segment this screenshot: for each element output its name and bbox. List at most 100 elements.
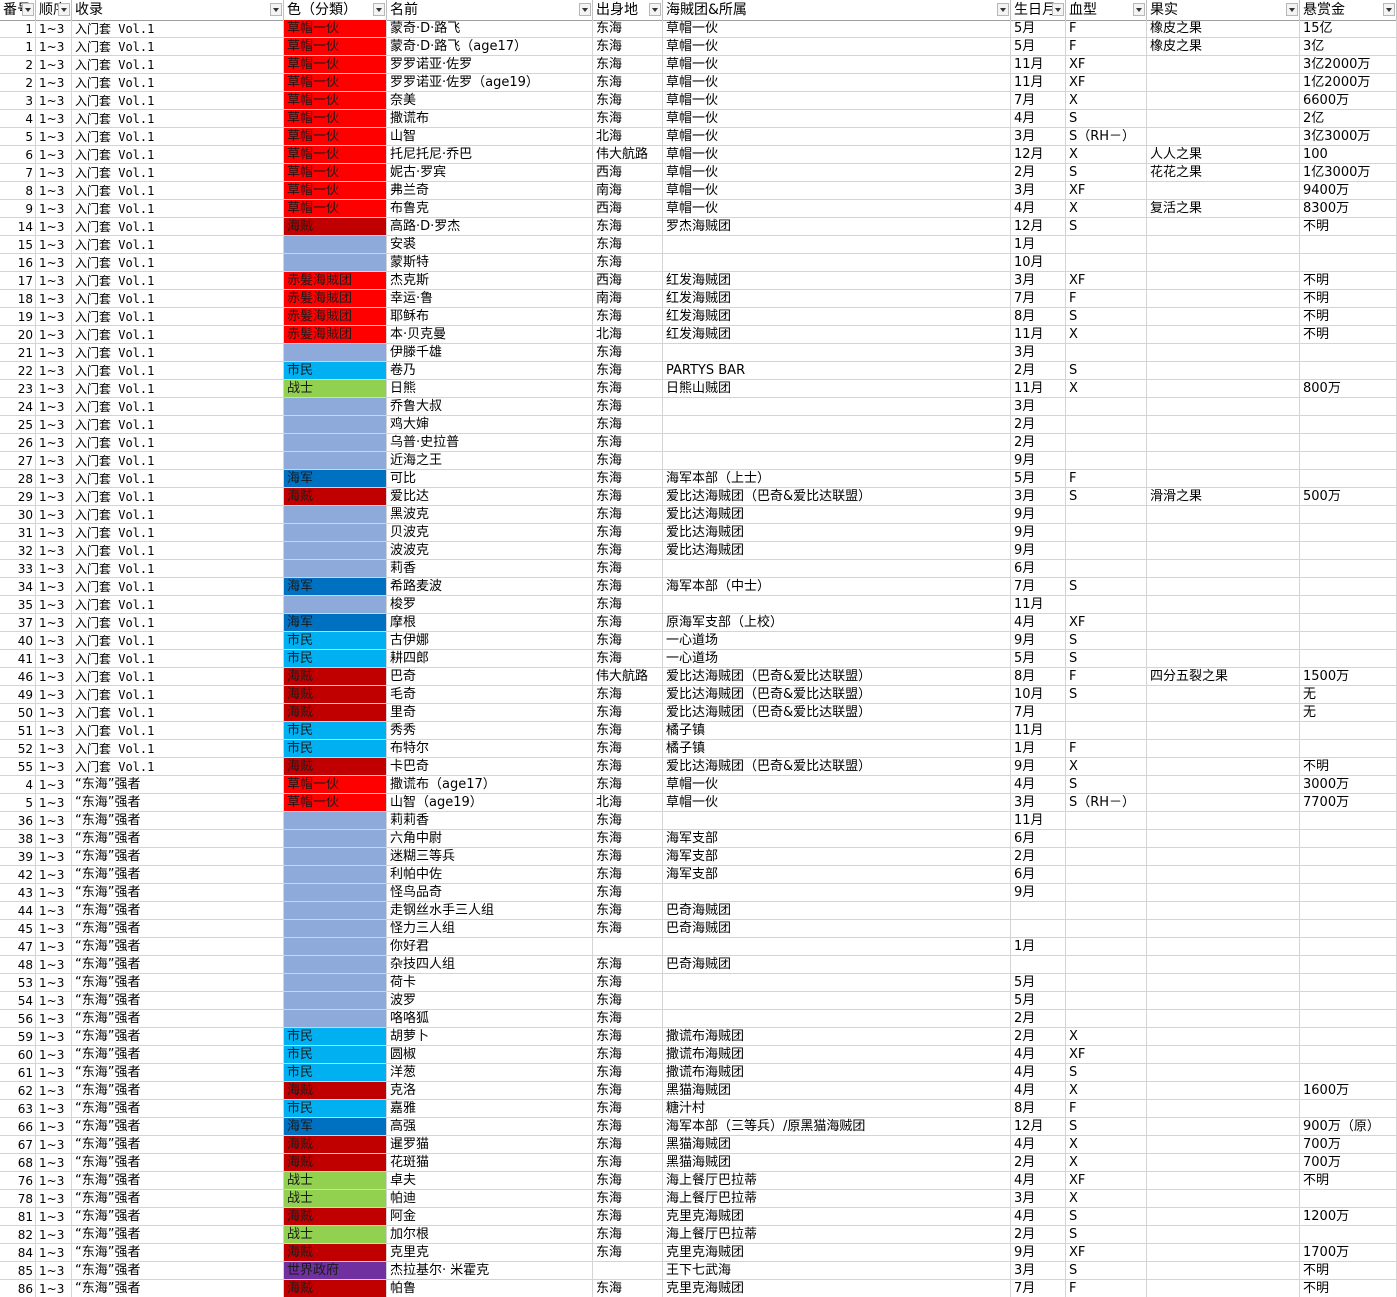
cell-blood-type[interactable]: S <box>1066 1226 1147 1244</box>
cell-blood-type[interactable]: XF <box>1066 74 1147 92</box>
cell-devil-fruit[interactable] <box>1147 632 1300 650</box>
cell-affiliation[interactable]: 草帽一伙 <box>663 146 1011 164</box>
cell-bounty[interactable] <box>1300 524 1397 542</box>
cell-blood-type[interactable] <box>1066 236 1147 254</box>
cell-name[interactable]: 卷乃 <box>387 362 593 380</box>
cell-birth-month[interactable]: 5月 <box>1011 992 1066 1010</box>
cell-color-category[interactable]: 海贼 <box>284 1280 387 1297</box>
cell-birth-month[interactable]: 11月 <box>1011 74 1066 92</box>
cell-order[interactable]: 1~3 <box>36 362 72 380</box>
cell-order[interactable]: 1~3 <box>36 1010 72 1028</box>
cell-origin[interactable]: 东海 <box>593 1082 663 1100</box>
cell-origin[interactable]: 东海 <box>593 344 663 362</box>
cell-number[interactable]: 25 <box>0 416 36 434</box>
cell-order[interactable]: 1~3 <box>36 92 72 110</box>
cell-collection[interactable]: “东海”强者 <box>72 956 284 974</box>
cell-affiliation[interactable]: 草帽一伙 <box>663 182 1011 200</box>
cell-name[interactable]: 六角中尉 <box>387 830 593 848</box>
cell-number[interactable]: 6 <box>0 146 36 164</box>
cell-color-category[interactable] <box>284 974 387 992</box>
cell-name[interactable]: 波波克 <box>387 542 593 560</box>
cell-devil-fruit[interactable] <box>1147 218 1300 236</box>
cell-affiliation[interactable]: 海军支部 <box>663 848 1011 866</box>
cell-origin[interactable]: 东海 <box>593 1100 663 1118</box>
cell-order[interactable]: 1~3 <box>36 1100 72 1118</box>
cell-blood-type[interactable]: S <box>1066 308 1147 326</box>
cell-order[interactable]: 1~3 <box>36 1082 72 1100</box>
cell-name[interactable]: 毛奇 <box>387 686 593 704</box>
cell-order[interactable]: 1~3 <box>36 110 72 128</box>
cell-number[interactable]: 45 <box>0 920 36 938</box>
cell-devil-fruit[interactable] <box>1147 650 1300 668</box>
cell-color-category[interactable]: 海贼 <box>284 758 387 776</box>
cell-birth-month[interactable]: 3月 <box>1011 794 1066 812</box>
cell-affiliation[interactable]: 巴奇海贼团 <box>663 956 1011 974</box>
cell-name[interactable]: 克里克 <box>387 1244 593 1262</box>
cell-birth-month[interactable]: 8月 <box>1011 1100 1066 1118</box>
cell-birth-month[interactable]: 2月 <box>1011 1028 1066 1046</box>
cell-origin[interactable]: 东海 <box>593 596 663 614</box>
cell-blood-type[interactable]: S <box>1066 218 1147 236</box>
cell-number[interactable]: 55 <box>0 758 36 776</box>
cell-affiliation[interactable]: 红发海贼团 <box>663 326 1011 344</box>
cell-blood-type[interactable]: X <box>1066 326 1147 344</box>
cell-devil-fruit[interactable] <box>1147 416 1300 434</box>
cell-bounty[interactable] <box>1300 560 1397 578</box>
cell-affiliation[interactable]: 草帽一伙 <box>663 38 1011 56</box>
cell-order[interactable]: 1~3 <box>36 164 72 182</box>
cell-origin[interactable]: 东海 <box>593 398 663 416</box>
cell-origin[interactable]: 东海 <box>593 1208 663 1226</box>
cell-collection[interactable]: 入门套 Vol.1 <box>72 686 284 704</box>
cell-origin[interactable]: 东海 <box>593 236 663 254</box>
cell-collection[interactable]: 入门套 Vol.1 <box>72 740 284 758</box>
cell-number[interactable]: 66 <box>0 1118 36 1136</box>
cell-number[interactable]: 43 <box>0 884 36 902</box>
cell-devil-fruit[interactable] <box>1147 1064 1300 1082</box>
cell-collection[interactable]: 入门套 Vol.1 <box>72 416 284 434</box>
cell-origin[interactable]: 东海 <box>593 470 663 488</box>
cell-number[interactable]: 40 <box>0 632 36 650</box>
cell-name[interactable]: 布特尔 <box>387 740 593 758</box>
cell-collection[interactable]: 入门套 Vol.1 <box>72 344 284 362</box>
cell-birth-month[interactable]: 5月 <box>1011 650 1066 668</box>
cell-devil-fruit[interactable]: 滑滑之果 <box>1147 488 1300 506</box>
cell-affiliation[interactable] <box>663 398 1011 416</box>
cell-order[interactable]: 1~3 <box>36 794 72 812</box>
cell-number[interactable]: 2 <box>0 56 36 74</box>
cell-bounty[interactable]: 2亿 <box>1300 110 1397 128</box>
cell-bounty[interactable] <box>1300 434 1397 452</box>
cell-birth-month[interactable]: 2月 <box>1011 362 1066 380</box>
cell-devil-fruit[interactable] <box>1147 1082 1300 1100</box>
cell-blood-type[interactable]: X <box>1066 1082 1147 1100</box>
cell-name[interactable]: 巴奇 <box>387 668 593 686</box>
cell-color-category[interactable]: 海贼 <box>284 1082 387 1100</box>
cell-origin[interactable]: 南海 <box>593 290 663 308</box>
cell-name[interactable]: 杂技四人组 <box>387 956 593 974</box>
cell-origin[interactable]: 东海 <box>593 830 663 848</box>
cell-bounty[interactable]: 不明 <box>1300 272 1397 290</box>
cell-order[interactable]: 1~3 <box>36 1136 72 1154</box>
cell-name[interactable]: 洋葱 <box>387 1064 593 1082</box>
cell-number[interactable]: 78 <box>0 1190 36 1208</box>
cell-color-category[interactable]: 市民 <box>284 1046 387 1064</box>
cell-number[interactable]: 24 <box>0 398 36 416</box>
cell-affiliation[interactable]: 海军本部（上士） <box>663 470 1011 488</box>
cell-birth-month[interactable]: 3月 <box>1011 1190 1066 1208</box>
filter-dropdown-icon[interactable] <box>270 3 282 16</box>
cell-devil-fruit[interactable] <box>1147 578 1300 596</box>
cell-collection[interactable]: “东海”强者 <box>72 1046 284 1064</box>
cell-affiliation[interactable] <box>663 560 1011 578</box>
cell-origin[interactable]: 东海 <box>593 632 663 650</box>
cell-birth-month[interactable]: 2月 <box>1011 1010 1066 1028</box>
cell-bounty[interactable]: 6600万 <box>1300 92 1397 110</box>
cell-affiliation[interactable]: 海军本部（三等兵）/原黑猫海贼团 <box>663 1118 1011 1136</box>
cell-devil-fruit[interactable] <box>1147 776 1300 794</box>
cell-number[interactable]: 4 <box>0 110 36 128</box>
cell-blood-type[interactable] <box>1066 596 1147 614</box>
cell-bounty[interactable] <box>1300 740 1397 758</box>
cell-bounty[interactable] <box>1300 1028 1397 1046</box>
cell-blood-type[interactable] <box>1066 812 1147 830</box>
cell-name[interactable]: 利帕中佐 <box>387 866 593 884</box>
cell-origin[interactable]: 东海 <box>593 1226 663 1244</box>
cell-collection[interactable]: 入门套 Vol.1 <box>72 398 284 416</box>
